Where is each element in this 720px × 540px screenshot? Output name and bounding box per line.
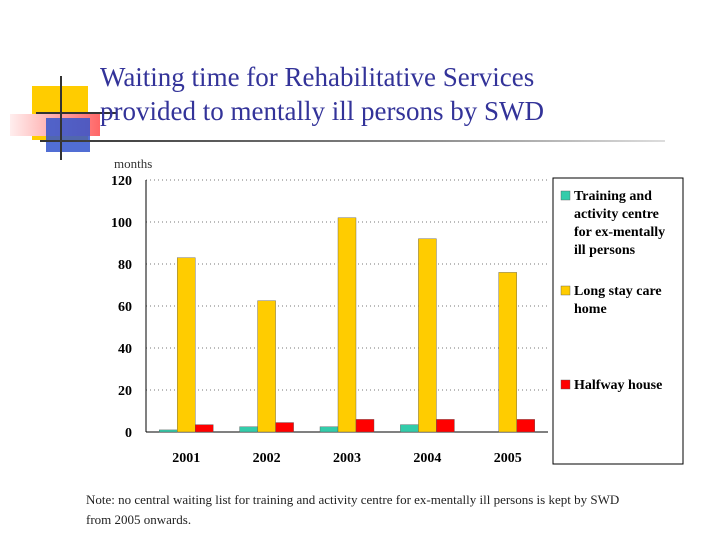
- legend-label: Training and activity centre for ex-mental…: [574, 189, 665, 258]
- y-tick-label: 60: [118, 300, 132, 315]
- bar: [257, 300, 276, 433]
- legend-swatch: [560, 285, 571, 296]
- y-tick-label: 0: [125, 426, 132, 441]
- y-tick-label: 100: [111, 216, 132, 231]
- x-tick-label: 2004: [413, 451, 441, 466]
- x-tick-label: 2002: [253, 451, 281, 466]
- y-tick-label: 80: [118, 258, 132, 273]
- bar: [355, 419, 375, 433]
- x-tick-label: 2005: [494, 451, 522, 466]
- legend-label: Long stay care home: [574, 284, 662, 317]
- x-tick-label: 2001: [172, 451, 200, 466]
- legend-swatch: [560, 190, 571, 201]
- bar: [418, 238, 437, 433]
- bar: [400, 424, 419, 433]
- x-tick-label: 2003: [333, 451, 361, 466]
- bar: [436, 419, 455, 433]
- title-underline: [40, 140, 665, 142]
- slide-title: Waiting time for Rehabilitative Services…: [100, 60, 700, 128]
- legend-label: Halfway house: [574, 378, 662, 393]
- bar: [275, 422, 294, 433]
- title-line-1: Waiting time for Rehabilitative Services: [100, 62, 535, 92]
- bar: [194, 424, 214, 433]
- footnote: Note: no central waiting list for traini…: [86, 492, 620, 527]
- bar: [158, 429, 178, 433]
- bar: [239, 426, 258, 433]
- y-tick-label: 20: [118, 384, 132, 399]
- y-tick-label: 120: [111, 174, 132, 189]
- title-line-2: provided to mentally ill persons by SWD: [100, 96, 544, 126]
- y-tick-label: 40: [118, 342, 132, 357]
- bar: [498, 272, 517, 433]
- decor-horizontal-line: [36, 112, 116, 114]
- bar: [516, 419, 535, 433]
- decor-blue-square: [46, 118, 90, 152]
- bar: [176, 257, 196, 433]
- decor-vertical-line: [60, 76, 62, 160]
- bar: [319, 426, 339, 433]
- legend-swatch: [560, 379, 571, 390]
- bar: [337, 217, 357, 433]
- y-axis-unit-label: months: [114, 156, 153, 171]
- legend-box: [552, 177, 684, 465]
